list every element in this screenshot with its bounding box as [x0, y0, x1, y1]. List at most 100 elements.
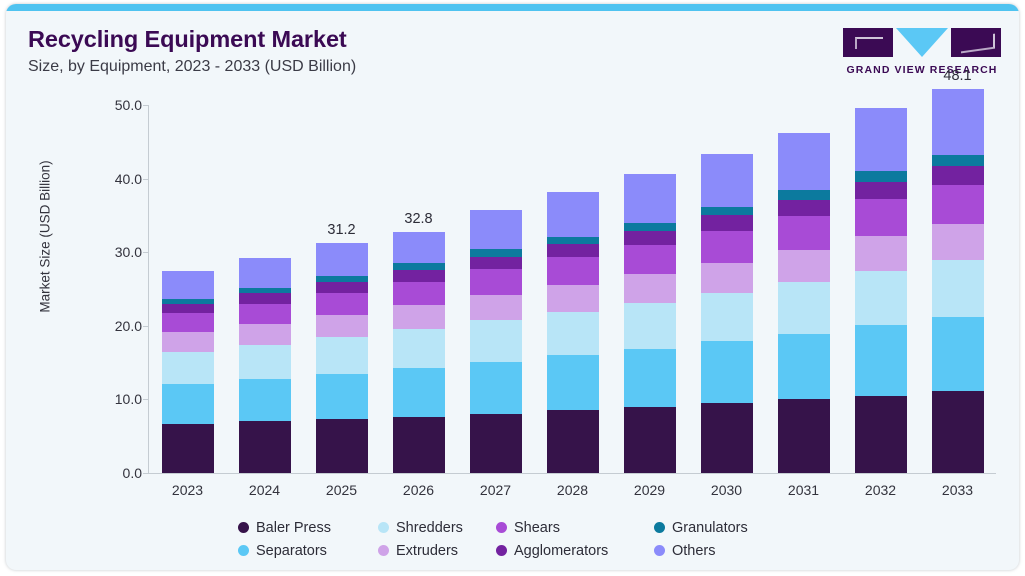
bar-segment[interactable] [238, 293, 291, 304]
bar-segment[interactable] [161, 303, 214, 314]
stacked-bar[interactable] [854, 108, 907, 473]
bar-segment[interactable] [238, 324, 291, 345]
bar-segment[interactable] [469, 209, 522, 250]
bar-segment[interactable] [546, 244, 599, 258]
bar-column[interactable] [611, 105, 688, 473]
bar-segment[interactable] [931, 223, 984, 261]
bar-segment[interactable] [546, 236, 599, 245]
bar-segment[interactable] [392, 269, 445, 282]
bar-segment[interactable] [854, 199, 907, 237]
bar-segment[interactable] [315, 336, 368, 374]
bar-segment[interactable] [700, 215, 753, 231]
legend-item-extruders[interactable]: Extruders [378, 543, 496, 559]
bar-segment[interactable] [854, 270, 907, 326]
bar-segment[interactable] [623, 222, 676, 231]
bar-segment[interactable] [931, 166, 984, 185]
bar-segment[interactable] [238, 378, 291, 422]
bar-segment[interactable] [392, 231, 445, 264]
bar-segment[interactable] [546, 410, 599, 473]
bar-segment[interactable] [161, 313, 214, 333]
bar-segment[interactable] [777, 199, 830, 217]
bar-segment[interactable] [854, 171, 907, 182]
bar-segment[interactable] [931, 88, 984, 156]
bar-segment[interactable] [469, 269, 522, 295]
bar-segment[interactable] [931, 316, 984, 392]
bar-segment[interactable] [546, 191, 599, 237]
bar-segment[interactable] [238, 287, 291, 294]
bar-segment[interactable] [623, 173, 676, 223]
bar-segment[interactable] [854, 108, 907, 172]
bar-segment[interactable] [700, 153, 753, 207]
bar-segment[interactable] [700, 341, 753, 404]
bar-segment[interactable] [238, 421, 291, 473]
stacked-bar[interactable] [392, 231, 445, 473]
bar-segment[interactable] [469, 256, 522, 270]
bar-segment[interactable] [392, 263, 445, 270]
bar-segment[interactable] [161, 383, 214, 424]
legend-item-baler-press[interactable]: Baler Press [238, 520, 378, 536]
bar-segment[interactable] [392, 281, 445, 306]
bar-segment[interactable] [700, 262, 753, 294]
bar-segment[interactable] [854, 395, 907, 473]
stacked-bar[interactable] [315, 243, 368, 473]
bar-column[interactable] [534, 105, 611, 473]
bar-segment[interactable] [623, 244, 676, 275]
bar-segment[interactable] [700, 293, 753, 342]
legend-item-others[interactable]: Others [654, 543, 794, 559]
bar-segment[interactable] [161, 423, 214, 473]
bar-column[interactable] [765, 105, 842, 473]
bar-column[interactable]: 32.8 [380, 105, 457, 473]
bar-segment[interactable] [161, 271, 214, 299]
legend-item-agglomerators[interactable]: Agglomerators [496, 543, 654, 559]
bar-column[interactable] [842, 105, 919, 473]
bar-segment[interactable] [700, 230, 753, 263]
bar-column[interactable]: 48.1 [919, 68, 996, 473]
bar-segment[interactable] [238, 344, 291, 379]
bar-segment[interactable] [623, 274, 676, 303]
bar-column[interactable] [457, 105, 534, 473]
bar-segment[interactable] [161, 332, 214, 352]
bar-column[interactable]: 31.2 [303, 105, 380, 473]
bar-segment[interactable] [469, 319, 522, 362]
stacked-bar[interactable] [777, 133, 830, 473]
legend-item-shears[interactable]: Shears [496, 520, 654, 536]
bar-segment[interactable] [469, 294, 522, 320]
bar-segment[interactable] [392, 305, 445, 329]
stacked-bar[interactable] [623, 173, 676, 473]
stacked-bar[interactable] [238, 258, 291, 473]
bar-segment[interactable] [315, 314, 368, 337]
bar-segment[interactable] [315, 292, 368, 315]
bar-segment[interactable] [469, 249, 522, 257]
bar-segment[interactable] [623, 230, 676, 245]
legend-item-shredders[interactable]: Shredders [378, 520, 496, 536]
bar-segment[interactable] [700, 403, 753, 473]
stacked-bar[interactable] [161, 271, 214, 473]
bar-segment[interactable] [315, 275, 368, 282]
bar-segment[interactable] [777, 250, 830, 283]
legend-item-separators[interactable]: Separators [238, 543, 378, 559]
bar-segment[interactable] [854, 236, 907, 271]
stacked-bar[interactable] [700, 153, 753, 473]
bar-segment[interactable] [469, 361, 522, 415]
stacked-bar[interactable] [469, 209, 522, 473]
bar-segment[interactable] [238, 258, 291, 288]
bar-segment[interactable] [777, 399, 830, 473]
bar-segment[interactable] [546, 284, 599, 312]
bar-segment[interactable] [623, 303, 676, 350]
bar-segment[interactable] [546, 257, 599, 285]
bar-segment[interactable] [777, 333, 830, 400]
bar-segment[interactable] [469, 414, 522, 473]
stacked-bar[interactable] [546, 191, 599, 473]
bar-segment[interactable] [315, 281, 368, 293]
bar-segment[interactable] [392, 367, 445, 418]
bar-segment[interactable] [854, 181, 907, 200]
bar-segment[interactable] [238, 303, 291, 325]
bar-segment[interactable] [931, 391, 984, 473]
bar-segment[interactable] [854, 325, 907, 396]
bar-segment[interactable] [546, 355, 599, 411]
bar-segment[interactable] [315, 243, 368, 276]
bar-segment[interactable] [315, 419, 368, 473]
bar-segment[interactable] [931, 184, 984, 224]
bar-column[interactable] [149, 105, 226, 473]
bar-column[interactable] [688, 105, 765, 473]
